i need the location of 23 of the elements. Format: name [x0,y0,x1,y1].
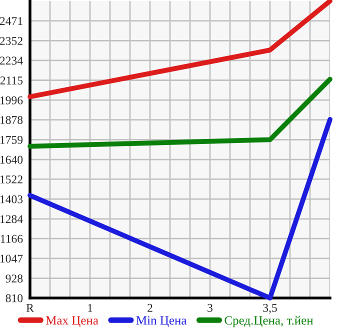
y-tick-label: 928 [6,274,23,283]
x-tick-label: 3 [208,304,212,312]
y-tick-label: 2115 [0,76,23,84]
legend-label: Сред.Цена, т.йен [224,316,314,328]
y-tick-label: 1403 [0,195,23,204]
y-tick-label: 1640 [0,156,23,164]
x-tick-label: 2 [148,304,152,312]
y-tick-label: 1166 [0,234,23,243]
y-tick-label: 1522 [0,175,22,184]
y-tick-label: 810 [6,294,23,302]
y-tick-label: 1759 [0,136,23,144]
legend-label: Max Цена [46,316,98,328]
y-tick-label: 1047 [0,254,23,263]
y-tick-label: 1878 [0,116,23,124]
x-tick-label: R [26,304,34,312]
x-tick-label: 3,5 [263,304,277,314]
y-tick-label: 1284 [0,215,23,224]
y-tick-label: 2352 [0,36,22,45]
y-tick-label: 2234 [0,56,23,65]
x-tick-label: 1 [88,304,92,312]
y-tick-label: 2471 [0,17,22,25]
legend-label: Min Цена [136,316,187,328]
y-tick-label: 1996 [0,96,23,104]
